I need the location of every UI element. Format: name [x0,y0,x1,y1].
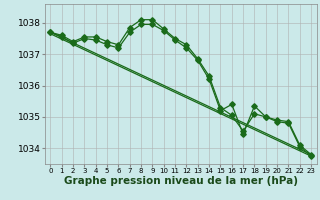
X-axis label: Graphe pression niveau de la mer (hPa): Graphe pression niveau de la mer (hPa) [64,176,298,186]
